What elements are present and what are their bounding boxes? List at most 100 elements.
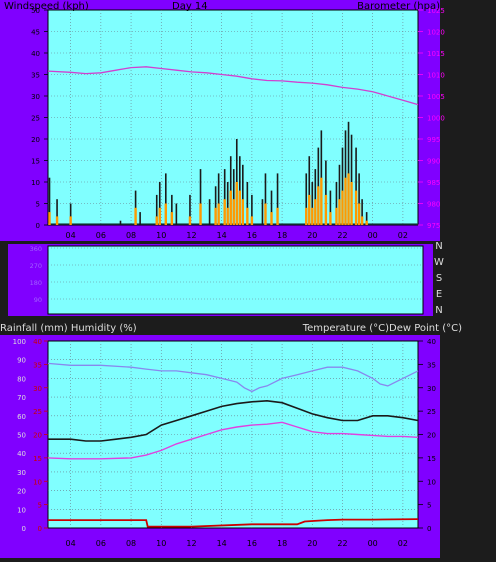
speed-bar — [232, 199, 235, 225]
speed-bar — [335, 207, 338, 225]
rainfall-tick-label: 30 — [33, 385, 42, 393]
speed-bars — [48, 173, 368, 225]
humidity-tick-label: 50 — [17, 432, 26, 440]
speed-bar — [360, 216, 364, 225]
gust-bar — [314, 169, 317, 225]
temperature-tick-label: 5 — [427, 502, 431, 510]
speed-bar — [314, 199, 317, 225]
speed-bar — [158, 207, 161, 225]
x-tick-label: 02 — [398, 539, 408, 548]
humidity-tick-label: 80 — [17, 375, 26, 383]
gust-bar — [232, 169, 235, 225]
speed-bar — [250, 216, 254, 225]
x-tick-label: 22 — [337, 539, 347, 548]
rainfall-tick-label: 10 — [33, 478, 42, 486]
x-tick-label: 00 — [368, 539, 378, 548]
speed-bar — [238, 190, 241, 225]
gust-bar — [358, 173, 360, 225]
speed-bar — [199, 203, 202, 225]
gust-bar — [261, 199, 264, 225]
speed-bar — [188, 216, 192, 225]
temp-humidity-lines — [47, 362, 419, 528]
barometer-tick-label: 990 — [427, 158, 440, 166]
rainfall-tick-label: 40 — [33, 338, 42, 346]
wind-direction-degree-ticks: 90 180 270 360 — [30, 245, 42, 304]
x-tick-label: 08 — [126, 231, 136, 240]
gust-bar — [361, 199, 363, 225]
x-tick-label: 22 — [337, 231, 347, 240]
speed-bar — [48, 212, 51, 225]
gust-bar — [158, 182, 161, 225]
windspeed-tick-label: 5 — [36, 201, 40, 209]
barometer-tick-label: 1020 — [427, 29, 445, 37]
x-tick-label: 14 — [217, 231, 227, 240]
x-tick-label: 16 — [247, 539, 257, 548]
compass-label: E — [436, 289, 442, 300]
gust-bar — [338, 164, 341, 225]
gust-bar — [189, 194, 191, 225]
speed-bar — [324, 194, 328, 225]
humidity-tick-label: 30 — [17, 469, 26, 477]
x-tick-label: 12 — [186, 231, 196, 240]
temp-humidity-x-axis-ticks: 04 06 08 10 12 14 16 18 20 22 00 02 — [66, 539, 408, 548]
windspeed-tick-label: 40 — [31, 50, 40, 58]
gust-bar — [139, 212, 141, 225]
gust-bar — [164, 173, 167, 225]
x-tick-label: 04 — [66, 539, 76, 548]
humidity-tick-label: 100 — [13, 338, 26, 346]
wind-baro-lines — [47, 66, 419, 106]
speed-bar — [226, 207, 229, 225]
rainfall-tick-label: 0 — [38, 525, 42, 533]
barometer-tick-label: 980 — [427, 201, 440, 209]
barometer-axis-ticks: 975 980 985 990 995 1000 1005 1010 1015 1020 1025 — [418, 7, 445, 230]
barometer-tick-label: 1025 — [427, 7, 445, 15]
gust-bar — [208, 199, 211, 225]
speed-bar — [214, 207, 217, 225]
windspeed-tick-label: 0 — [36, 222, 40, 230]
gust-bar — [56, 199, 58, 225]
speed-bar — [170, 212, 174, 225]
gust-bar — [355, 147, 357, 225]
gust-bar — [69, 203, 72, 225]
temperature-tick-label: 0 — [427, 525, 431, 533]
wind-direction-plot-area — [47, 245, 424, 315]
x-tick-label: 06 — [96, 231, 106, 240]
humidity-tick-label: 90 — [17, 357, 26, 365]
speed-bar — [241, 199, 245, 225]
temperature-tick-label: 25 — [427, 408, 436, 416]
rainfall-tick-label: 25 — [33, 408, 42, 416]
direction-tick-label: 90 — [34, 296, 42, 304]
temperature-tick-label: 15 — [427, 455, 436, 463]
speed-bar — [350, 182, 353, 225]
humidity-tick-label: 60 — [17, 413, 26, 421]
speed-bar — [223, 199, 226, 225]
gust-bar — [226, 182, 229, 225]
gust-bar — [155, 194, 158, 225]
speed-bar — [270, 212, 273, 225]
speed-bar — [305, 207, 308, 225]
direction-tick-label: 360 — [30, 245, 42, 253]
temperature-tick-label: 30 — [427, 385, 436, 393]
windspeed-tick-label: 50 — [31, 7, 40, 15]
gust-bar — [119, 220, 122, 225]
x-tick-label: 16 — [247, 231, 257, 240]
x-tick-label: 02 — [398, 231, 408, 240]
gust-bar — [341, 147, 344, 225]
speed-bar — [341, 190, 344, 225]
humidity-tick-label: 70 — [17, 394, 26, 402]
humidity-axis-ticks: 0 10 20 30 40 50 60 70 80 90 100 — [13, 338, 26, 533]
speed-bar — [347, 173, 350, 225]
compass-label: N — [435, 241, 442, 252]
barometer-tick-label: 1005 — [427, 93, 445, 101]
speed-bar — [338, 199, 341, 225]
x-tick-label: 20 — [307, 231, 317, 240]
wind-baro-x-axis-ticks: 04 06 08 10 12 14 16 18 20 22 00 02 — [66, 231, 408, 240]
rainfall-line — [48, 518, 419, 528]
speed-bar — [69, 216, 72, 225]
barometer-tick-label: 1000 — [427, 115, 445, 123]
gust-bar — [325, 160, 327, 225]
compass-label: S — [436, 273, 442, 284]
gust-bar — [305, 173, 308, 225]
barometer-tick-label: 995 — [427, 136, 440, 144]
